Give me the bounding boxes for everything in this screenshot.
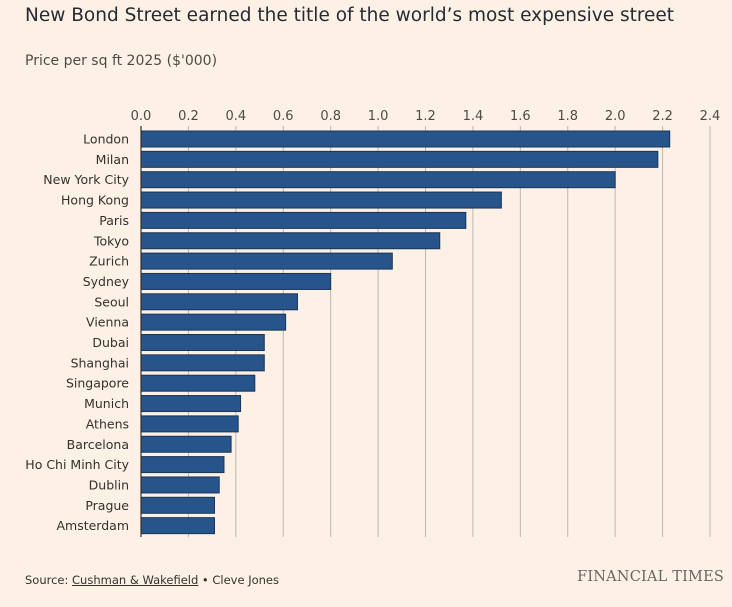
category-label: Barcelona xyxy=(67,437,129,452)
source-link[interactable]: Cushman & Wakefield xyxy=(72,573,199,587)
category-label: New York City xyxy=(43,172,129,187)
x-tick-label: 0.4 xyxy=(225,109,246,124)
bar xyxy=(140,496,215,514)
x-axis-ticks: 0.0 0.2 0.4 0.6 0.8 1.0 1.2 1.4 1.6 1.8 2.0 2.2 2.4 xyxy=(131,109,721,124)
category-label: London xyxy=(83,132,129,147)
category-label: Munich xyxy=(84,396,129,411)
chart-title: New Bond Street earned the title of the … xyxy=(25,5,675,26)
bar xyxy=(140,171,616,189)
category-label: Prague xyxy=(85,498,129,513)
x-tick-label: 1.0 xyxy=(368,109,389,124)
source-suffix: • Cleve Jones xyxy=(198,573,279,587)
x-tick-label: 0.6 xyxy=(273,109,294,124)
category-labels: London Milan New York City Hong Kong Paris To… xyxy=(25,132,129,534)
bar xyxy=(140,293,298,311)
category-label: Athens xyxy=(86,416,129,431)
bar xyxy=(140,435,232,453)
bar xyxy=(140,232,441,250)
x-tick-label: 1.4 xyxy=(463,109,484,124)
x-tick-label: 2.0 xyxy=(605,109,626,124)
x-tick-label: 0.2 xyxy=(178,109,199,124)
bar xyxy=(140,354,265,372)
x-tick-label: 0.8 xyxy=(320,109,341,124)
bar xyxy=(140,395,242,413)
category-label: Sydney xyxy=(83,274,130,289)
x-tick-label: 1.2 xyxy=(415,109,436,124)
bar xyxy=(140,456,225,474)
bar xyxy=(140,476,220,494)
category-label: Shanghai xyxy=(71,355,129,370)
category-label: Dubai xyxy=(92,335,129,350)
category-label: Amsterdam xyxy=(56,518,129,533)
category-label: Ho Chi Minh City xyxy=(25,457,129,472)
x-tick-label: 0.0 xyxy=(131,109,152,124)
category-label: Seoul xyxy=(94,294,129,309)
category-label: Dublin xyxy=(89,477,129,492)
x-tick-label: 2.4 xyxy=(700,109,721,124)
x-tick-label: 1.8 xyxy=(557,109,578,124)
chart-subtitle: Price per sq ft 2025 ($'000) xyxy=(25,53,218,69)
category-label: Paris xyxy=(99,213,129,228)
bar xyxy=(140,252,393,270)
x-tick-label: 1.6 xyxy=(510,109,531,124)
category-label: Tokyo xyxy=(93,233,129,248)
bar xyxy=(140,415,239,433)
bar xyxy=(140,334,265,351)
bar xyxy=(140,374,256,392)
category-label: Singapore xyxy=(66,376,129,391)
bar xyxy=(140,130,671,148)
category-label: Milan xyxy=(96,152,129,167)
source-note: Source: Cushman & Wakefield • Cleve Jone… xyxy=(25,573,279,587)
bar xyxy=(140,150,659,168)
source-prefix: Source: xyxy=(25,573,73,587)
bar xyxy=(140,272,332,290)
bars xyxy=(140,130,671,535)
bar xyxy=(140,313,287,331)
category-label: Zurich xyxy=(89,254,129,269)
bar xyxy=(140,211,467,229)
x-tick-label: 2.2 xyxy=(652,109,673,124)
bar xyxy=(140,517,215,535)
bar xyxy=(140,191,502,209)
brand-logo: FINANCIAL TIMES xyxy=(577,569,724,585)
category-label: Vienna xyxy=(86,315,129,330)
category-label: Hong Kong xyxy=(61,193,129,208)
